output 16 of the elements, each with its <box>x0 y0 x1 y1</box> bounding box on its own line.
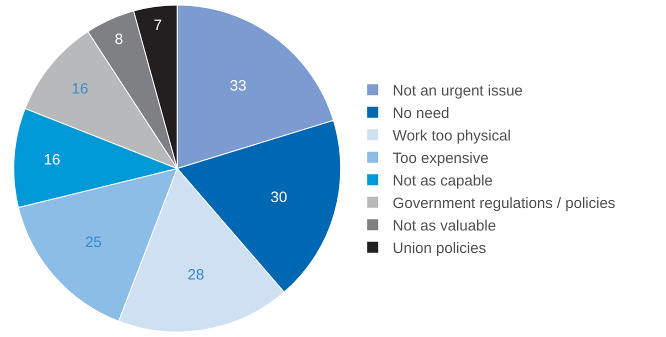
legend-label: Not as capable <box>392 172 493 190</box>
legend-label: Union policies <box>392 240 486 258</box>
data-label: 16 <box>72 80 88 98</box>
legend-label: Not an urgent issue <box>392 82 523 100</box>
legend-label: Not as valuable <box>392 218 496 235</box>
legend-label: Work too physical <box>392 128 511 145</box>
data-label: 33 <box>230 77 246 94</box>
data-label: 25 <box>85 234 102 251</box>
legend-label: Government regulations / policies <box>392 195 616 212</box>
data-label: 28 <box>187 266 204 284</box>
data-label: 7 <box>154 17 162 34</box>
data-label: 8 <box>114 30 124 48</box>
legend-label: Too expensive <box>392 150 489 168</box>
legend-label: No need <box>392 105 450 122</box>
data-label: 16 <box>44 152 60 169</box>
data-label: 30 <box>270 189 288 206</box>
